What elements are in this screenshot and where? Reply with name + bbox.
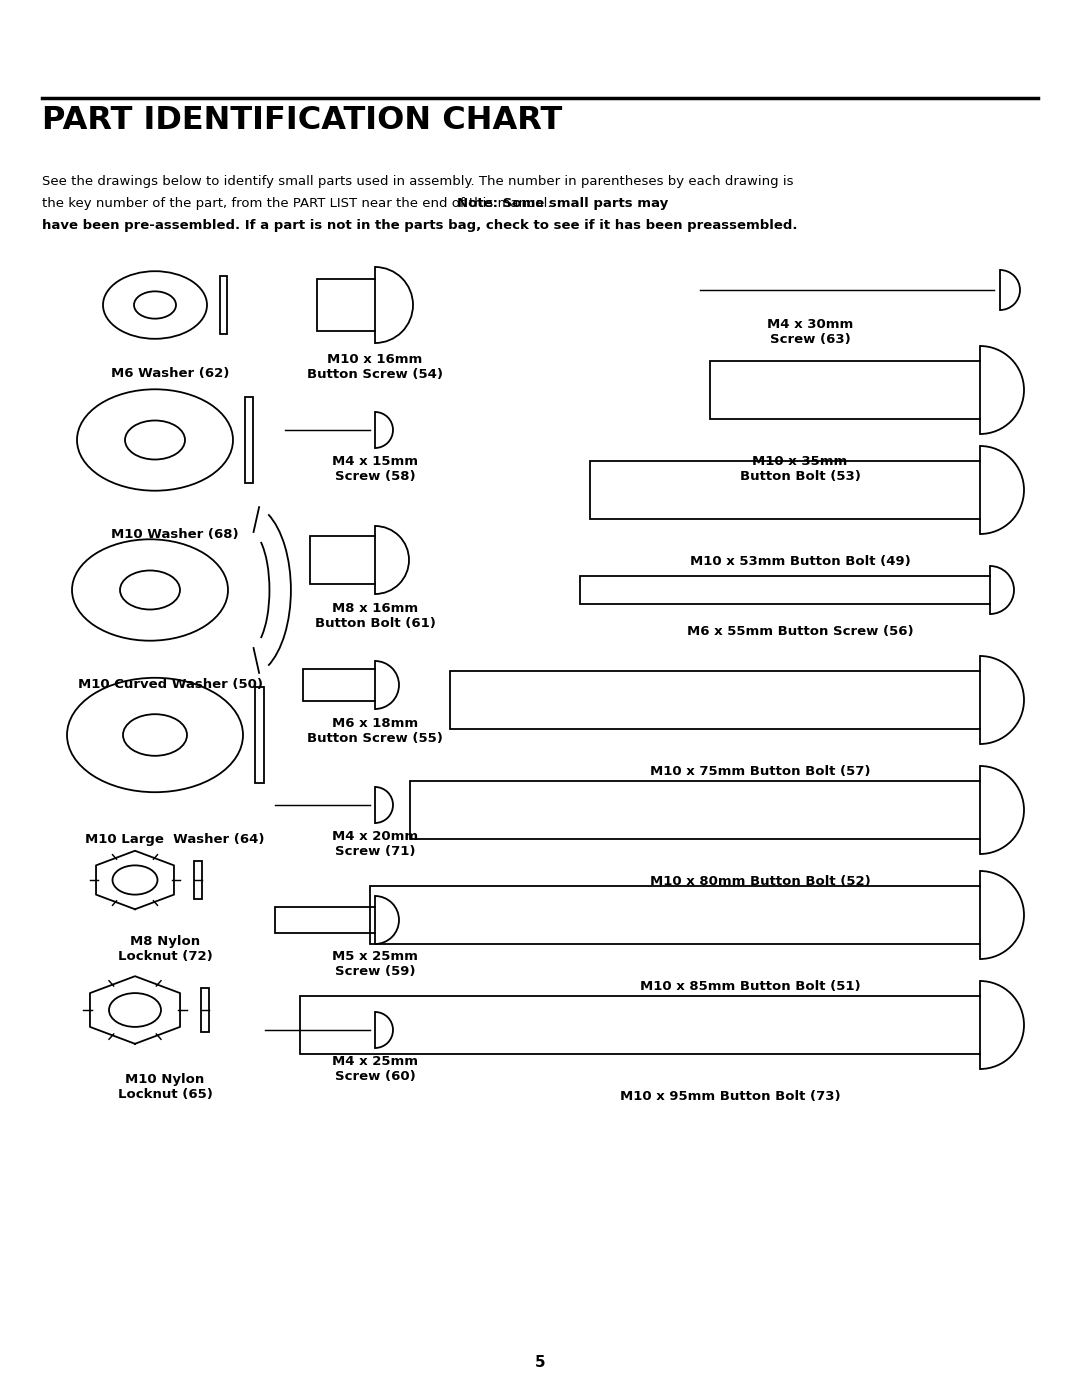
Text: M10 x 75mm Button Bolt (57): M10 x 75mm Button Bolt (57): [650, 766, 870, 778]
Text: the key number of the part, from the PART LIST near the end of this manual.: the key number of the part, from the PAR…: [42, 197, 556, 210]
Text: PART IDENTIFICATION CHART: PART IDENTIFICATION CHART: [42, 105, 563, 136]
Text: M10 x 16mm
Button Screw (54): M10 x 16mm Button Screw (54): [307, 353, 443, 381]
Text: M6 x 18mm
Button Screw (55): M6 x 18mm Button Screw (55): [307, 717, 443, 745]
Text: M10 x 35mm
Button Bolt (53): M10 x 35mm Button Bolt (53): [740, 455, 861, 483]
Text: M10 Nylon
Locknut (65): M10 Nylon Locknut (65): [118, 1073, 213, 1101]
Text: M10 Large  Washer (64): M10 Large Washer (64): [85, 833, 265, 847]
Text: M6 x 55mm Button Screw (56): M6 x 55mm Button Screw (56): [687, 624, 914, 638]
Text: have been pre-assembled. If a part is not in the parts bag, check to see if it h: have been pre-assembled. If a part is no…: [42, 219, 797, 232]
Text: M10 Washer (68): M10 Washer (68): [111, 528, 239, 541]
Text: M10 x 80mm Button Bolt (52): M10 x 80mm Button Bolt (52): [650, 875, 870, 888]
Text: M4 x 30mm
Screw (63): M4 x 30mm Screw (63): [767, 319, 853, 346]
Text: M6 Washer (62): M6 Washer (62): [111, 367, 229, 380]
Text: M8 Nylon
Locknut (72): M8 Nylon Locknut (72): [118, 935, 213, 963]
Text: 5: 5: [535, 1355, 545, 1370]
Text: See the drawings below to identify small parts used in assembly. The number in p: See the drawings below to identify small…: [42, 175, 794, 189]
Text: M4 x 20mm
Screw (71): M4 x 20mm Screw (71): [332, 830, 418, 858]
Text: M10 Curved Washer (50): M10 Curved Washer (50): [78, 678, 262, 692]
Text: Note: Some small parts may: Note: Some small parts may: [457, 197, 669, 210]
Text: M10 x 85mm Button Bolt (51): M10 x 85mm Button Bolt (51): [639, 981, 861, 993]
Text: M10 x 53mm Button Bolt (49): M10 x 53mm Button Bolt (49): [690, 555, 910, 569]
Text: M4 x 15mm
Screw (58): M4 x 15mm Screw (58): [332, 455, 418, 483]
Text: M8 x 16mm
Button Bolt (61): M8 x 16mm Button Bolt (61): [314, 602, 435, 630]
Text: M10 x 95mm Button Bolt (73): M10 x 95mm Button Bolt (73): [620, 1090, 840, 1104]
Text: M4 x 25mm
Screw (60): M4 x 25mm Screw (60): [332, 1055, 418, 1083]
Text: M5 x 25mm
Screw (59): M5 x 25mm Screw (59): [332, 950, 418, 978]
